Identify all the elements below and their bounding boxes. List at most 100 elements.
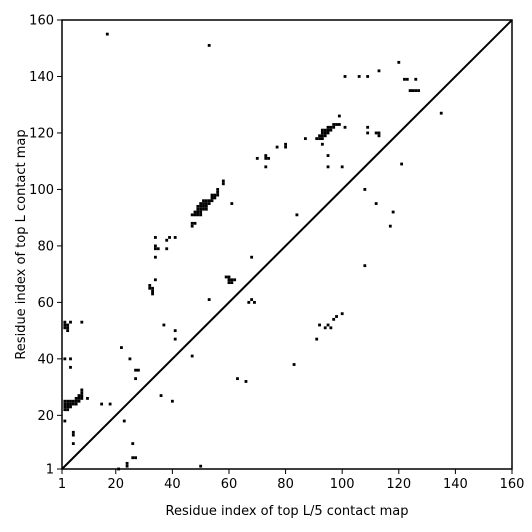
x-tick-label: 1 [58, 477, 66, 492]
contact-point [405, 77, 409, 81]
contact-point [77, 399, 81, 403]
contact-point [323, 131, 327, 135]
contact-point [340, 165, 344, 169]
contact-point [323, 134, 327, 138]
contact-point [227, 278, 231, 282]
contact-point [80, 396, 84, 400]
contact-point [108, 402, 112, 406]
contact-point [165, 247, 169, 251]
contact-point [193, 210, 197, 214]
contact-point [255, 156, 259, 160]
contact-point [159, 394, 163, 397]
y-tick-label: 60 [37, 296, 54, 311]
contact-point [134, 368, 137, 372]
contact-point [332, 317, 336, 321]
x-tick-label: 140 [443, 477, 468, 492]
contact-point [202, 199, 205, 203]
contact-point [151, 292, 154, 296]
x-tick-label: 160 [500, 477, 525, 492]
contact-point [165, 238, 169, 242]
contact-point [69, 365, 72, 369]
y-axis-label: Residue index of top L contact map [14, 129, 29, 359]
contact-point [363, 188, 367, 191]
contact-point [366, 75, 370, 78]
contact-point [156, 247, 160, 251]
contact-point [80, 388, 84, 392]
y-tick-label: 1 [46, 463, 54, 478]
y-tick-label: 20 [37, 409, 54, 424]
x-tick-label: 80 [277, 477, 294, 492]
contact-point [207, 202, 211, 205]
contact-point [210, 199, 214, 203]
contact-point [153, 247, 157, 251]
contact-point [326, 323, 330, 327]
contact-point [125, 461, 129, 465]
contact-point [173, 236, 177, 239]
contact-point [377, 69, 381, 73]
diagonal-line [61, 19, 513, 470]
contact-point [80, 391, 84, 395]
contact-point [168, 236, 171, 239]
contact-point [213, 196, 217, 200]
contact-point [134, 456, 137, 460]
contact-point [326, 165, 330, 169]
contact-point [71, 402, 75, 406]
contact-point [207, 199, 211, 203]
contact-point [196, 213, 200, 217]
contact-point [250, 255, 254, 259]
contact-point [63, 357, 67, 361]
contact-point [71, 433, 75, 437]
contact-point [199, 213, 203, 217]
contact-point [69, 357, 72, 361]
contact-point [326, 128, 330, 132]
x-tick-label: 100 [330, 477, 355, 492]
contact-point [227, 281, 231, 285]
y-tick-label: 120 [29, 126, 54, 141]
contact-point [244, 380, 248, 383]
contact-point [320, 142, 324, 146]
contact-point [69, 320, 72, 324]
contact-point [80, 320, 84, 324]
contact-point [207, 44, 211, 47]
contact-point [284, 145, 287, 149]
contact-point [315, 137, 319, 141]
contact-point [204, 207, 208, 211]
contact-point [202, 204, 205, 208]
contact-point [199, 464, 203, 468]
contact-point [233, 278, 237, 282]
contact-point [77, 396, 81, 400]
contact-point [210, 193, 214, 197]
contact-point [63, 408, 67, 412]
contact-point [193, 221, 197, 225]
contact-point [318, 137, 321, 141]
contact-point [63, 323, 67, 327]
contact-point [63, 326, 67, 330]
contact-point [366, 131, 370, 135]
contact-point [303, 137, 307, 141]
contact-point [204, 202, 208, 205]
contact-point [66, 405, 70, 409]
contact-point [326, 125, 330, 129]
contact-point [391, 210, 395, 214]
contact-point [199, 202, 203, 205]
contact-point [74, 402, 78, 406]
contact-point [66, 408, 70, 412]
contact-point [204, 204, 208, 208]
contact-point [63, 402, 67, 406]
contact-point [343, 75, 347, 78]
contact-point [320, 131, 324, 135]
contact-point [77, 394, 81, 397]
contact-point [374, 131, 378, 135]
contact-point [66, 329, 70, 333]
contact-point [264, 156, 268, 160]
contact-point [66, 402, 70, 406]
contact-point [216, 190, 220, 194]
contact-point [414, 77, 418, 81]
contact-point [210, 196, 214, 200]
contact-point [357, 75, 361, 78]
contact-point [86, 396, 89, 400]
contact-point [173, 329, 177, 333]
contact-point [202, 207, 205, 211]
contact-point [134, 377, 137, 381]
contact-point [190, 221, 194, 225]
